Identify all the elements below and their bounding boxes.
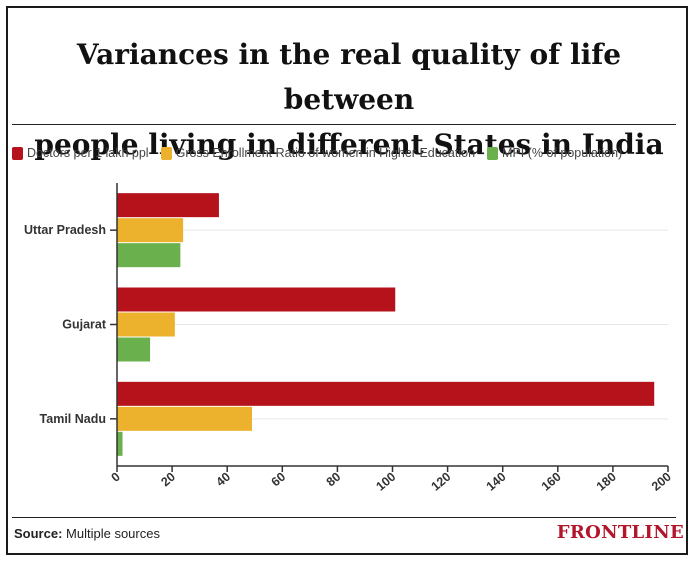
footer-divider [12,517,676,518]
legend-label-ger: Gross Enrollment Ratio of women in Highe… [175,146,476,160]
legend-item-doctors[interactable]: Doctors per 1 lakh ppl [12,146,149,160]
bar [117,193,219,218]
x-tick-label: 200 [649,470,674,494]
x-tick-label: 100 [373,470,398,494]
bar [117,243,181,268]
x-tick-label: 20 [158,470,178,490]
title-divider [12,124,676,125]
legend-swatch-ger [160,146,172,160]
x-tick-label: 140 [484,470,509,494]
source-text: Multiple sources [66,526,160,541]
category-label: Tamil Nadu [40,412,106,426]
bar [117,287,396,312]
legend-item-ger[interactable]: Gross Enrollment Ratio of women in Highe… [160,146,476,160]
category-label: Gujarat [62,318,107,332]
bar [117,381,655,406]
x-tick-label: 120 [429,470,454,494]
x-tick-label: 80 [324,470,344,490]
chart-title: Variances in the real quality of life be… [8,32,690,167]
bar [117,406,252,431]
chart-frame: Variances in the real quality of life be… [6,6,688,555]
bar [117,312,175,337]
bar-chart-svg: Uttar Pradesh Gujarat Tamil Nadu 0 20 40 60 80 1… [24,183,674,494]
x-tick-label: 60 [269,470,289,490]
frontline-logo: FRONTLINE [556,522,684,543]
bar [117,337,151,362]
x-tick-label: 160 [539,470,564,494]
chart-legend: Doctors per 1 lakh ppl Gross Enrollment … [12,143,634,163]
legend-swatch-doctors [12,146,23,160]
x-tick-label: 180 [594,470,619,494]
bar [117,218,184,243]
x-tick-label: 40 [213,470,233,490]
legend-label-mpi: MPI (% of population) [502,146,623,160]
title-line-2: people living in different States in Ind… [34,128,664,161]
legend-swatch-mpi [487,146,499,160]
bar [117,431,123,456]
source-note: Source: Multiple sources [14,526,160,541]
title-line-1: Variances in the real quality of life be… [76,38,622,116]
legend-label-doctors: Doctors per 1 lakh ppl [27,146,149,160]
source-label: Source: [14,526,63,541]
category-label: Uttar Pradesh [24,223,106,237]
x-tick-label: 0 [109,470,123,485]
legend-item-mpi[interactable]: MPI (% of population) [487,146,622,160]
